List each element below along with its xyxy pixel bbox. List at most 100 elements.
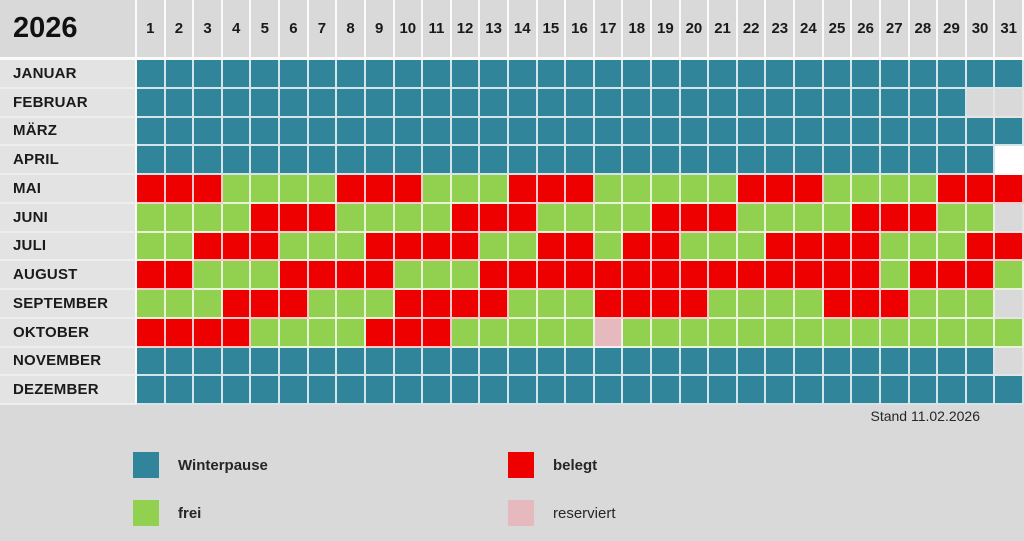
day-cell [451, 175, 481, 204]
day-cell [623, 60, 653, 89]
day-cell [337, 376, 366, 405]
day-cell [652, 318, 681, 348]
day-cell [995, 347, 1024, 377]
day-cell [680, 117, 710, 147]
day-cell [480, 146, 509, 175]
day-cell [308, 117, 338, 147]
day-cell [652, 376, 681, 405]
day-cell [308, 175, 338, 204]
day-cell [137, 318, 166, 348]
day-cell [852, 146, 881, 175]
day-cell [251, 376, 281, 405]
day-cell [251, 60, 281, 89]
day-cell [508, 203, 538, 233]
day-cell [480, 117, 509, 147]
day-number-header: 19 [652, 0, 681, 60]
day-cell [394, 376, 424, 405]
month-label: OKTOBER [0, 318, 137, 348]
day-cell [795, 117, 824, 147]
day-cell [537, 261, 567, 290]
day-cell [766, 232, 796, 262]
day-cell [194, 347, 223, 377]
day-number-header: 15 [537, 0, 567, 60]
day-cell [566, 203, 595, 233]
day-cell [251, 88, 281, 118]
month-label: JUNI [0, 203, 137, 233]
day-cell [938, 117, 967, 147]
day-cell [137, 376, 166, 405]
day-number-header: 29 [938, 0, 967, 60]
day-cell [938, 376, 967, 405]
day-cell [594, 88, 624, 118]
day-cell [480, 318, 509, 348]
day-cell [880, 88, 910, 118]
day-cell [308, 146, 338, 175]
day-cell [594, 146, 624, 175]
day-number-header: 5 [251, 0, 281, 60]
day-number-header: 30 [966, 0, 996, 60]
day-cell [280, 60, 309, 89]
day-cell [737, 261, 767, 290]
day-cell [308, 261, 338, 290]
day-number-header: 31 [995, 0, 1024, 60]
day-cell [966, 203, 996, 233]
day-cell [880, 175, 910, 204]
day-cell [852, 318, 881, 348]
day-cell [251, 318, 281, 348]
day-cell [966, 232, 996, 262]
day-cell [995, 60, 1024, 89]
day-cell [194, 290, 223, 319]
day-cell [680, 203, 710, 233]
day-number-header: 28 [909, 0, 939, 60]
day-cell [194, 88, 223, 118]
day-cell [737, 290, 767, 319]
day-cell [709, 290, 738, 319]
day-cell [966, 347, 996, 377]
day-cell [451, 318, 481, 348]
day-cell [137, 117, 166, 147]
day-cell [394, 261, 424, 290]
day-cell [680, 318, 710, 348]
day-number-header: 24 [795, 0, 824, 60]
day-cell [537, 175, 567, 204]
day-cell [423, 203, 452, 233]
day-cell [451, 376, 481, 405]
day-cell [966, 117, 996, 147]
day-cell [280, 175, 309, 204]
day-cell [137, 60, 166, 89]
day-cell [652, 290, 681, 319]
day-cell [823, 376, 853, 405]
day-cell [737, 347, 767, 377]
day-number-header: 7 [308, 0, 338, 60]
day-cell [880, 261, 910, 290]
day-cell [337, 347, 366, 377]
day-cell [766, 318, 796, 348]
day-cell [394, 203, 424, 233]
day-cell [909, 347, 939, 377]
day-cell [194, 261, 223, 290]
day-cell [165, 318, 195, 348]
day-cell [222, 60, 252, 89]
day-cell [995, 88, 1024, 118]
day-cell [566, 175, 595, 204]
day-cell [337, 60, 366, 89]
day-cell [165, 88, 195, 118]
day-cell [365, 203, 395, 233]
day-cell [880, 290, 910, 319]
day-cell [537, 117, 567, 147]
day-cell [222, 232, 252, 262]
day-cell [308, 376, 338, 405]
day-cell [308, 88, 338, 118]
day-cell [480, 347, 509, 377]
day-number-header: 17 [594, 0, 624, 60]
day-number-header: 25 [823, 0, 853, 60]
day-cell [423, 261, 452, 290]
day-number-header: 8 [337, 0, 366, 60]
day-cell [823, 88, 853, 118]
day-cell [737, 376, 767, 405]
day-cell [709, 175, 738, 204]
day-cell [337, 318, 366, 348]
day-cell [537, 232, 567, 262]
day-cell [852, 290, 881, 319]
day-cell [251, 290, 281, 319]
